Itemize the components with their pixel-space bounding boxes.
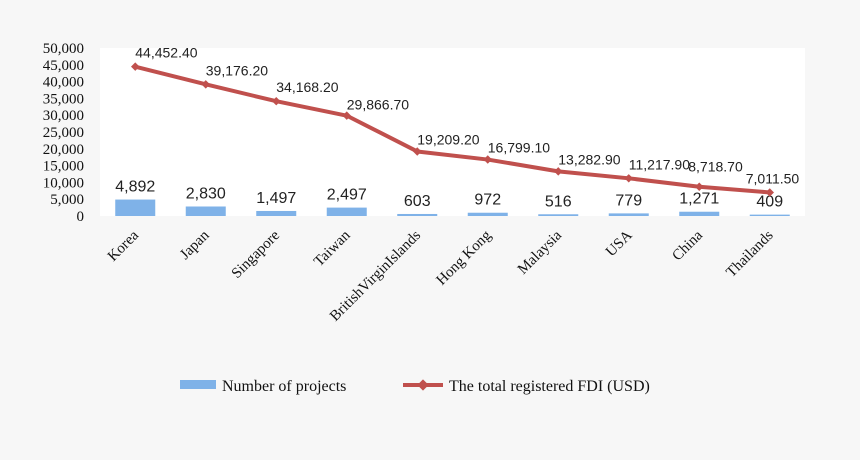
y-axis: 05,00010,00015,00020,00025,00030,00035,0… xyxy=(43,41,84,225)
x-category-label: Korea xyxy=(105,227,142,264)
bar-projects-6 xyxy=(538,214,579,216)
x-axis: Korea Japan Singapore TaiwanBritishVirginIs… xyxy=(105,227,777,324)
bar-value-label: 779 xyxy=(615,192,642,209)
legend-item-fdi: The total registered FDI (USD) xyxy=(403,378,650,395)
fdi-point-4 xyxy=(413,147,422,156)
bar-projects-5 xyxy=(467,212,508,216)
y-tick-label: 5,000 xyxy=(50,192,84,208)
fdi-point-0 xyxy=(131,62,140,71)
y-tick-label: 25,000 xyxy=(43,125,84,141)
bar-value-label: 4,892 xyxy=(115,179,155,196)
fdi-value-label: 11,217.90 xyxy=(629,156,690,172)
y-tick-label: 50,000 xyxy=(43,41,84,57)
bar-projects-8 xyxy=(679,211,720,216)
fdi-value-label: 7,011.50 xyxy=(746,170,800,186)
bar-value-label: 2,830 xyxy=(186,185,226,202)
fdi-value-label: 34,168.20 xyxy=(276,79,338,95)
bar-projects-2 xyxy=(256,210,297,216)
bar-projects-9 xyxy=(749,214,790,216)
fdi-value-label: 8,718.70 xyxy=(688,159,743,175)
x-category-label: Thailands xyxy=(723,227,776,280)
bar-projects-7 xyxy=(608,213,649,216)
x-category-label: USA xyxy=(603,227,636,260)
bar-projects-4 xyxy=(397,213,438,216)
bar-projects-3 xyxy=(326,207,367,216)
legend-label-projects: Number of projects xyxy=(222,378,346,395)
fdi-point-1 xyxy=(201,80,210,89)
legend-label-fdi: The total registered FDI (USD) xyxy=(449,378,650,395)
fdi-value-label: 13,282.90 xyxy=(558,151,620,167)
bar-value-label: 1,271 xyxy=(679,191,719,208)
fdi-line-path xyxy=(134,64,770,195)
bar-value-label: 409 xyxy=(756,194,783,211)
y-tick-label: 45,000 xyxy=(43,58,84,74)
x-category-label: Singapore xyxy=(229,227,284,282)
fdi-value-label: 39,176.20 xyxy=(206,62,268,78)
y-tick-label: 35,000 xyxy=(43,91,84,107)
bar-value-label: 2,497 xyxy=(327,187,367,204)
y-tick-label: 30,000 xyxy=(43,108,84,124)
fdi-point-2 xyxy=(272,96,281,106)
bar-value-label: 1,497 xyxy=(256,190,296,207)
x-category-label: Hong Kong xyxy=(433,227,494,288)
y-tick-label: 40,000 xyxy=(43,75,84,91)
legend-swatch-projects xyxy=(180,380,216,389)
fdi-value-label: 29,866.70 xyxy=(347,97,409,113)
plot-area xyxy=(100,48,805,216)
bar-value-label: 516 xyxy=(545,193,572,210)
fdi-value-label: 44,452.40 xyxy=(135,45,197,61)
y-tick-label: 15,000 xyxy=(43,159,84,175)
bar-value-label: 972 xyxy=(474,192,501,209)
fdi-point-3 xyxy=(342,111,351,120)
fdi-point-5 xyxy=(483,155,492,164)
y-tick-label: 10,000 xyxy=(43,175,84,191)
x-category-label: Japan xyxy=(177,227,213,263)
legend: Number of projects The total registered … xyxy=(180,378,650,395)
bars xyxy=(115,199,790,216)
x-category-label: Taiwan xyxy=(311,227,354,270)
y-tick-label: 0 xyxy=(77,209,85,225)
line-labels: 44,452.40 39,176.20 34,168.20 29,866.70 19,2… xyxy=(135,45,799,187)
legend-marker-fdi xyxy=(417,379,429,391)
y-tick-label: 20,000 xyxy=(43,142,84,158)
fdi-value-label: 19,209.20 xyxy=(417,131,479,147)
legend-item-projects: Number of projects xyxy=(180,378,346,395)
bar-projects-1 xyxy=(185,206,226,216)
x-category-label: China xyxy=(669,227,706,264)
bar-projects-0 xyxy=(115,199,156,216)
fdi-value-label: 16,799.10 xyxy=(488,140,550,156)
x-category-label: Malaysia xyxy=(515,227,565,277)
bar-value-label: 603 xyxy=(404,193,431,210)
bar-labels: 4,892 2,830 1,497 2,497 603 972 516 779 1,271 409 xyxy=(115,179,783,211)
